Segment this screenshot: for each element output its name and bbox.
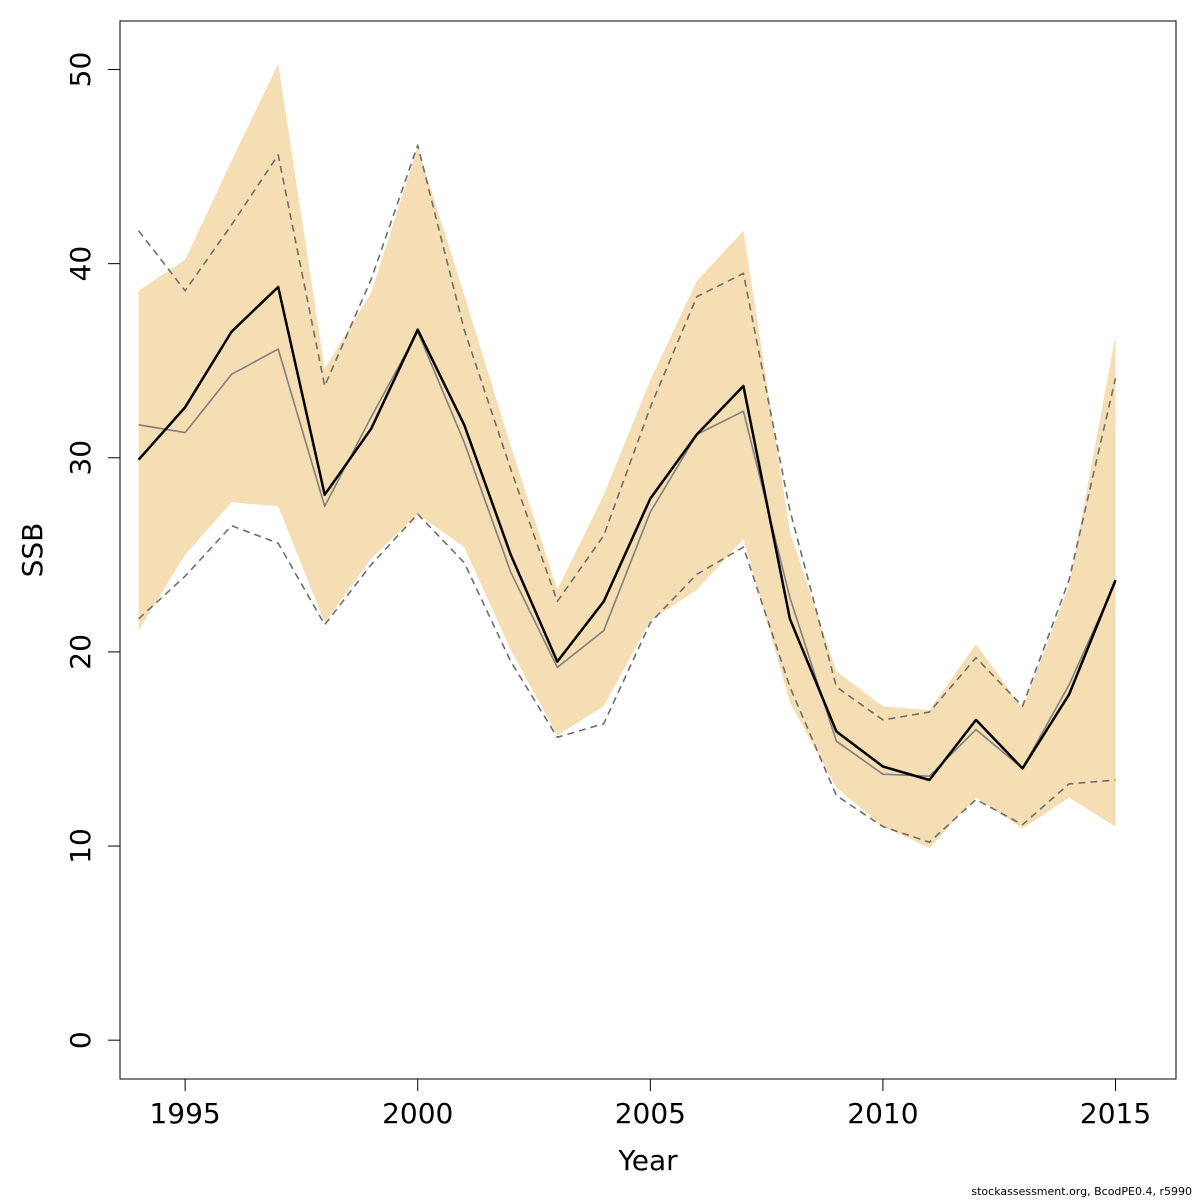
footer-credit: stockassessment.org, BcodPE0.4, r5990: [971, 1185, 1192, 1198]
x-axis-title: Year: [617, 1144, 678, 1177]
series-line-lower-dashed: [138, 513, 1116, 844]
y-tick-label: 10: [64, 828, 97, 864]
y-axis-title: SSB: [16, 523, 49, 578]
y-tick-label: 40: [64, 246, 97, 282]
series-line-secondary: [138, 330, 1117, 778]
y-tick-label: 20: [64, 634, 97, 670]
series-line-upper-dashed: [137, 144, 1117, 721]
series-line-main: [137, 285, 1117, 782]
y-tick-label: 30: [64, 440, 97, 476]
x-tick-label: 2005: [615, 1097, 686, 1130]
y-tick-label: 0: [64, 1031, 97, 1049]
y-tick-label: 50: [64, 52, 97, 88]
x-tick-label: 1995: [149, 1097, 220, 1130]
x-tick-label: 2010: [847, 1097, 918, 1130]
series-layer: [137, 144, 1117, 844]
confidence-band: [138, 63, 1116, 848]
x-tick-label: 2000: [382, 1097, 453, 1130]
x-tick-label: 2015: [1080, 1097, 1151, 1130]
confidence-band-layer: [138, 63, 1116, 848]
axis-layer: 1995 2000 2005 2010 2015 0 10 20 30 40 50: [64, 52, 1151, 1130]
